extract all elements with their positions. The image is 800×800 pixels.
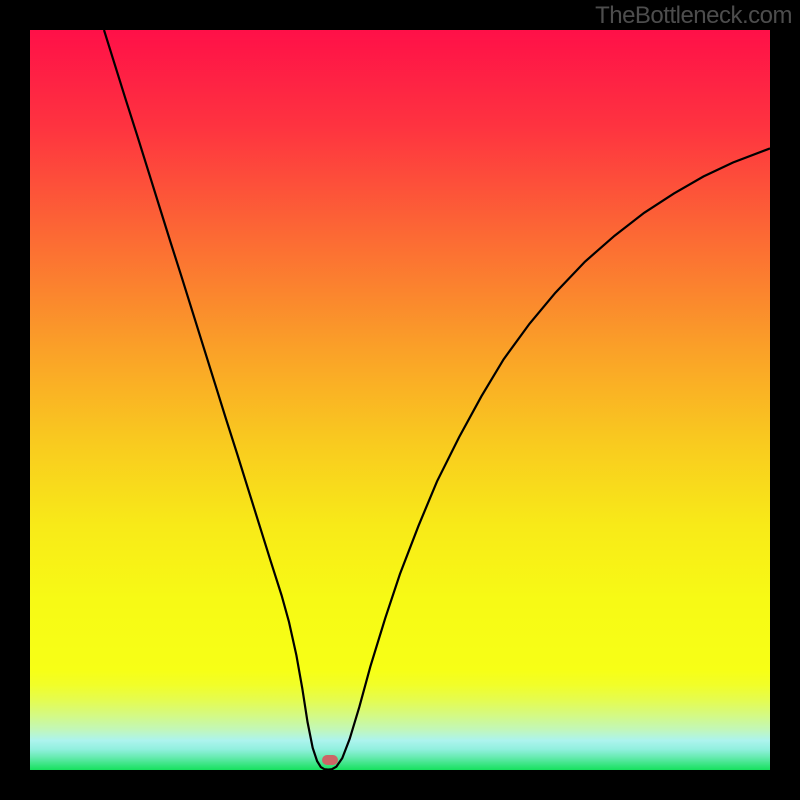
plot-area [30, 30, 770, 770]
watermark-text: TheBottleneck.com [595, 2, 792, 30]
optimum-marker [322, 755, 338, 765]
bottleneck-chart: TheBottleneck.com [0, 0, 800, 800]
bottleneck-curve [30, 30, 770, 770]
